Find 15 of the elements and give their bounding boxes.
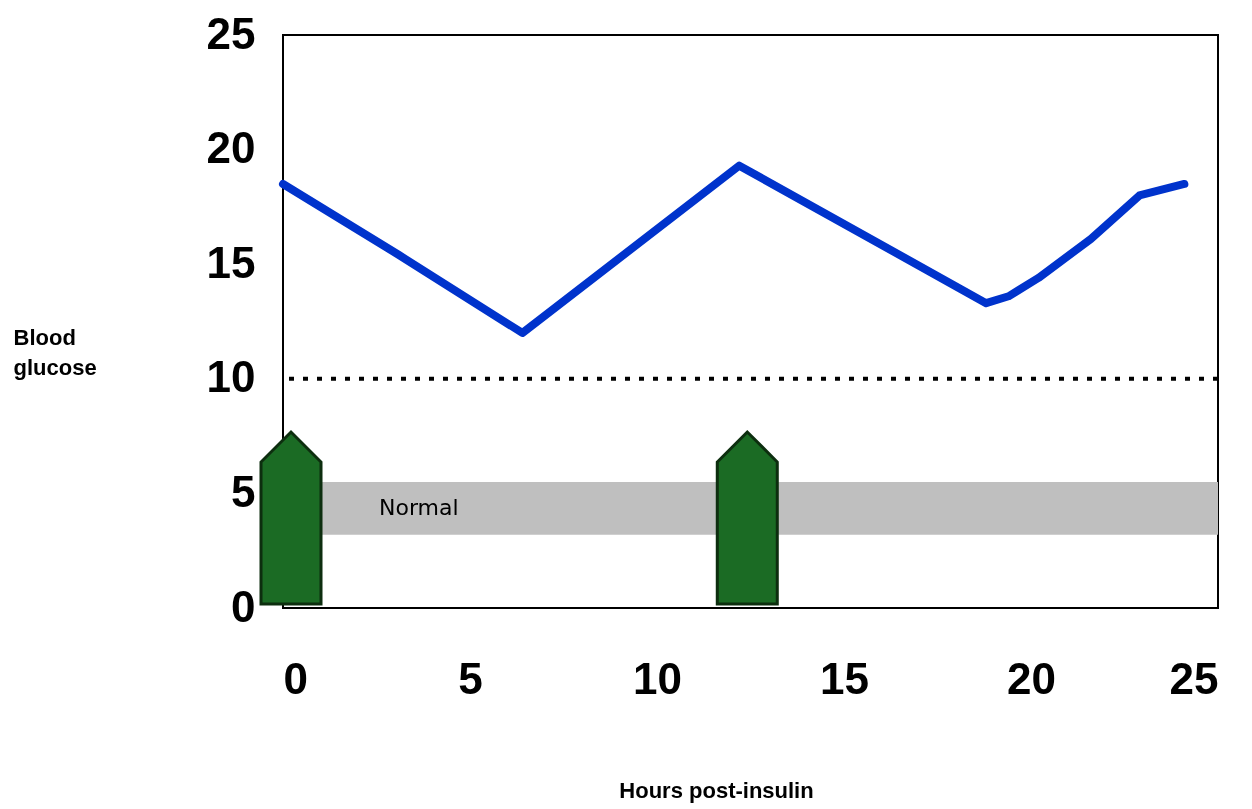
x-tick-label: 15 <box>820 653 869 703</box>
band-label: Normal <box>379 495 459 521</box>
x-tick-label: 10 <box>633 653 682 703</box>
y-tick-label: 0 <box>231 581 256 631</box>
y-axis-title: Blood glucose <box>13 324 97 380</box>
x-tick-label: 25 <box>1169 653 1219 703</box>
x-tick-label: 20 <box>1007 653 1056 703</box>
x-tick-label: 0 <box>283 653 308 703</box>
y-tick-label: 5 <box>231 466 256 516</box>
y-tick-label: 20 <box>206 123 256 173</box>
x-axis-title: Hours post-insulin <box>619 777 814 803</box>
x-tick-label: 5 <box>458 653 483 703</box>
y-tick-label: 15 <box>206 237 256 287</box>
y-tick-label: 25 <box>206 8 256 58</box>
y-tick-label: 10 <box>206 352 256 402</box>
